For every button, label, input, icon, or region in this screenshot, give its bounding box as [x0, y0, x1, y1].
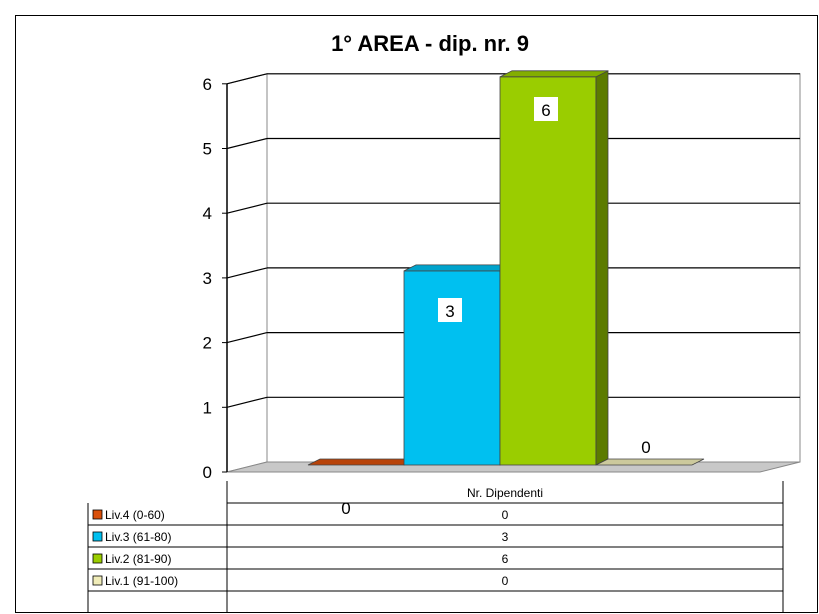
- legend-label: Liv.1 (91-100): [105, 574, 178, 588]
- gridline-side: [226, 267, 268, 279]
- gridline-side: [226, 396, 268, 408]
- legend-label: Liv.4 (0-60): [105, 508, 165, 522]
- y-tick-label: 2: [203, 334, 212, 353]
- gridline-side: [226, 202, 268, 214]
- legend-label: Liv.3 (61-80): [105, 530, 171, 544]
- legend-key: [92, 575, 103, 586]
- legend-label: Liv.2 (81-90): [105, 552, 171, 566]
- legend-key: [92, 531, 103, 542]
- data-label: 3: [445, 302, 454, 321]
- legend-key: [92, 553, 103, 564]
- data-label-bg: [534, 97, 558, 121]
- data-label: 6: [541, 101, 550, 120]
- chart-frame: [15, 15, 818, 613]
- table-cell: 0: [502, 508, 509, 522]
- y-tick-label: 1: [203, 398, 212, 417]
- gridline-side: [226, 73, 268, 85]
- gridline-side: [226, 332, 268, 344]
- y-tick-label: 4: [203, 204, 212, 223]
- bar-side: [595, 70, 609, 466]
- gridline-side: [226, 137, 268, 150]
- chart-title: 1° AREA - dip. nr. 9: [331, 31, 529, 56]
- y-tick-label: 3: [203, 269, 212, 288]
- bar-top: [403, 264, 513, 272]
- table-cell: 6: [502, 552, 509, 566]
- data-label-bg: [438, 298, 462, 322]
- data-label-bg: [634, 434, 658, 458]
- data-label: 0: [341, 499, 350, 518]
- bar-top: [307, 458, 417, 466]
- data-label-bg: [334, 495, 358, 519]
- bar: [499, 76, 597, 466]
- y-tick-label: 6: [203, 75, 212, 94]
- y-tick-label: 0: [203, 463, 212, 482]
- y-tick-label: 5: [203, 140, 212, 159]
- table-cell: 3: [502, 530, 509, 544]
- legend-key: [92, 509, 103, 520]
- data-label: 0: [641, 438, 650, 457]
- table-cell: 0: [502, 574, 509, 588]
- bar-top: [499, 70, 609, 78]
- bar-top: [595, 458, 705, 466]
- table-header: Nr. Dipendenti: [467, 486, 543, 500]
